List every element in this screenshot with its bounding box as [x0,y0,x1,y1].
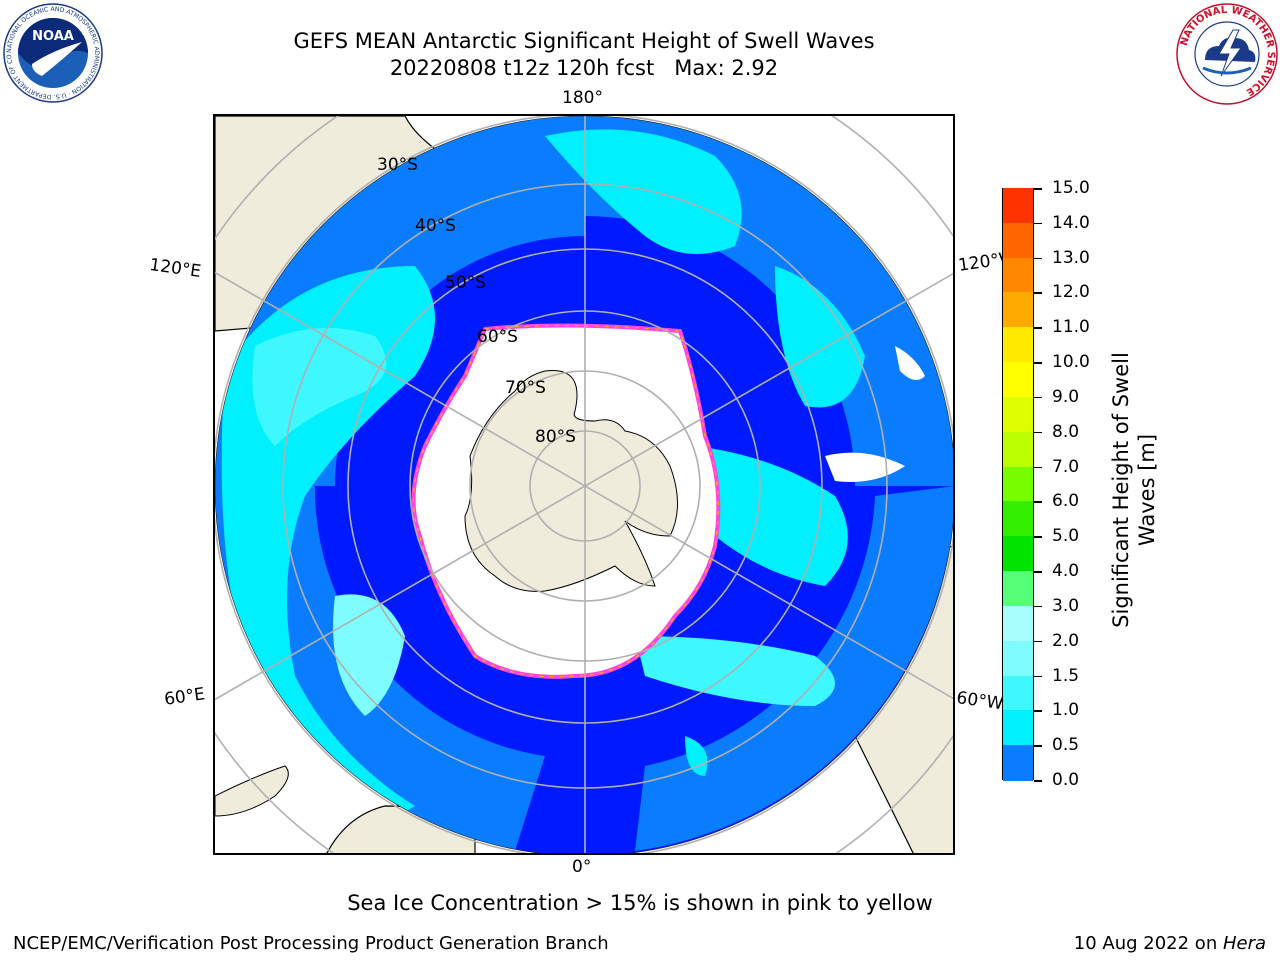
colorbar-segment [1003,327,1033,364]
colorbar-tick [1034,605,1042,608]
colorbar-tick [1034,431,1042,434]
footer-date: 10 Aug 2022 on Hera [1074,933,1266,954]
colorbar [1002,188,1034,781]
colorbar-tick [1034,466,1042,469]
colorbar-segment [1003,640,1033,677]
colorbar-tick-label: 0.0 [1052,770,1080,790]
colorbar-segment [1003,605,1033,642]
lat-label-70s: 70°S [505,378,546,398]
lat-label-30s: 30°S [377,155,418,175]
colorbar-tick [1034,710,1042,712]
lat-label-40s: 40°S [415,216,456,236]
colorbar-tick-label: 1.5 [1052,665,1080,686]
colorbar-tick-label: 6.0 [1052,491,1080,512]
colorbar-segment [1003,536,1033,573]
colorbar-segment [1003,710,1033,747]
nws-logo: NATIONAL WEATHER SERVICE [1175,2,1279,106]
antarctica-landmass [464,370,678,592]
longitude-label-0: 0° [572,857,592,877]
colorbar-title-text: Significant Height of Swell Waves [m] [1109,352,1159,628]
colorbar-segment [1003,431,1033,468]
colorbar-tick-label: 9.0 [1052,386,1080,407]
colorbar-tick [1034,188,1042,190]
lat-label-50s: 50°S [445,273,486,293]
colorbar-segment [1003,396,1033,433]
noaa-logo-text: NOAA [32,29,74,44]
longitude-label-120e: 120°E [148,255,203,283]
colorbar-segment [1003,501,1033,538]
colorbar-tick [1034,222,1042,225]
colorbar-tick-label: 8.0 [1052,421,1080,442]
colorbar-segment [1003,257,1033,294]
longitude-label-60w: 60°W [955,688,1005,715]
chart-title-line2: 20220808 t12z 120h fcst Max: 2.92 [389,56,779,80]
colorbar-tick-label: 0.5 [1052,735,1080,756]
colorbar-tick-label: 3.0 [1052,595,1080,616]
noaa-logo: NATIONAL OCEANIC AND ATMOSPHERIC ADMINIS… [0,0,104,104]
chart-title-line1: GEFS MEAN Antarctic Significant Height o… [293,29,875,53]
lat-label-80s: 80°S [535,427,576,447]
colorbar-tick-label: 12.0 [1052,282,1090,303]
colorbar-segment [1003,745,1033,781]
colorbar-tick-label: 14.0 [1052,212,1090,233]
colorbar-tick [1034,780,1042,782]
colorbar-tick [1034,571,1042,573]
colorbar-tick [1034,675,1042,678]
colorbar-tick [1034,292,1042,294]
colorbar-tick-label: 2.0 [1052,630,1080,651]
ocean-disc [215,116,953,853]
colorbar-tick [1034,501,1042,503]
colorbar-tick-label: 13.0 [1052,247,1090,268]
graticule [215,116,953,853]
colorbar-tick [1034,640,1042,643]
colorbar-tick [1034,327,1042,329]
colorbar-tick-label: 5.0 [1052,526,1080,547]
colorbar-segment [1003,292,1033,329]
colorbar-tick-label: 15.0 [1052,178,1090,198]
colorbar-tick-label: 4.0 [1052,561,1080,582]
colorbar-tick [1034,536,1042,538]
colorbar-tick [1034,745,1042,747]
longitude-label-180: 180° [562,88,603,108]
colorbar-tick-label: 10.0 [1052,352,1090,373]
lat-label-60s: 60°S [477,327,518,347]
sea-ice-caption: Sea Ice Concentration > 15% is shown in … [347,891,933,915]
colorbar-tick [1034,257,1042,260]
colorbar-segment [1003,222,1033,259]
footer-credit: NCEP/EMC/Verification Post Processing Pr… [13,933,609,954]
colorbar-segment [1003,675,1033,712]
colorbar-segment [1003,188,1033,224]
colorbar-tick [1034,362,1042,364]
colorbar-tick-label: 1.0 [1052,700,1080,721]
footer-date-text: 10 Aug 2022 on [1073,933,1223,954]
colorbar-tick-label: 11.0 [1052,317,1090,338]
polar-map: 30°S 40°S 50°S 60°S 70°S 80°S [213,114,955,855]
longitude-label-60e: 60°E [163,684,207,710]
colorbar-segment [1003,466,1033,503]
footer-machine: Hera [1222,933,1266,954]
colorbar-segment [1003,362,1033,398]
colorbar-tick-label: 7.0 [1052,456,1080,477]
colorbar-segment [1003,571,1033,607]
colorbar-tick [1034,396,1042,399]
